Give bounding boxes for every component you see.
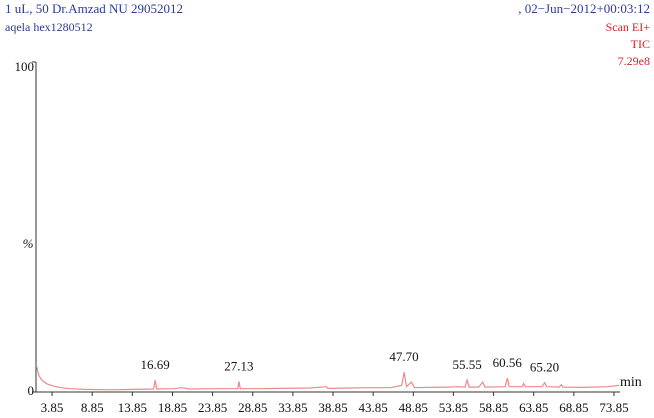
y-tick-label: 0 — [28, 383, 35, 398]
scan-mode: Scan EI+ — [606, 20, 651, 34]
x-tick-label: 53.85 — [439, 400, 468, 415]
trace-type: TIC — [631, 37, 650, 51]
x-tick-label: 23.85 — [198, 400, 227, 415]
x-tick-label: 8.85 — [81, 400, 104, 415]
peak-label: 16.69 — [141, 357, 170, 372]
x-tick-label: 13.85 — [118, 400, 147, 415]
peak-label: 65.20 — [530, 360, 559, 375]
x-tick-label: 38.85 — [318, 400, 347, 415]
x-tick-label: 43.85 — [359, 400, 388, 415]
intensity: 7.29e8 — [618, 54, 650, 68]
x-tick-label: 33.85 — [278, 400, 307, 415]
x-tick-label: 68.85 — [559, 400, 588, 415]
peak-label: 55.55 — [452, 357, 481, 372]
chart-title: 1 uL, 50 Dr.Amzad NU 29052012 — [5, 1, 183, 16]
peak-label: 27.13 — [224, 358, 253, 373]
y-tick-label: 100 — [15, 59, 35, 74]
peak-label: 47.70 — [389, 349, 418, 364]
x-tick-label: 63.85 — [519, 400, 548, 415]
x-tick-label: 58.85 — [479, 400, 508, 415]
x-tick-label: 48.85 — [399, 400, 428, 415]
x-axis-label: min — [620, 375, 642, 390]
x-tick-label: 18.85 — [158, 400, 187, 415]
date: , 02−Jun−2012+00:03:12 — [518, 1, 650, 16]
chart-subtitle: aqela hex1280512 — [5, 20, 93, 34]
x-tick-label: 73.85 — [599, 400, 628, 415]
tic-trace — [35, 365, 620, 391]
x-tick-label: 3.85 — [41, 400, 64, 415]
peak-label: 60.56 — [493, 355, 523, 370]
y-axis-label: % — [23, 236, 34, 251]
x-tick-label: 28.85 — [238, 400, 267, 415]
